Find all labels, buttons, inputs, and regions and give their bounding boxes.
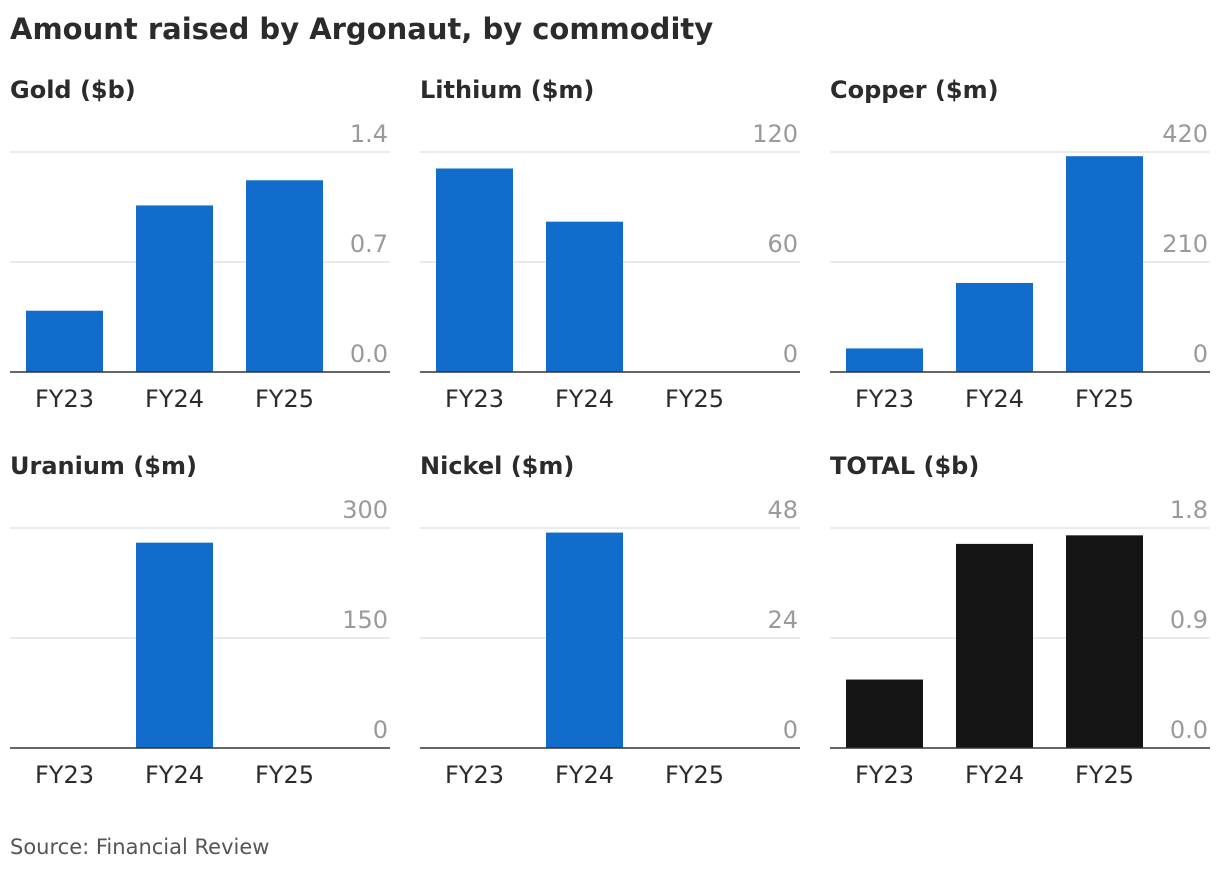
bar-fy25 xyxy=(246,180,323,372)
bar-fy24 xyxy=(546,532,623,748)
y-tick-label: 0.0 xyxy=(1170,716,1208,744)
bar-fy24 xyxy=(956,543,1033,748)
panel-5: Nickel ($m) 0 24 48 FY23 FY24 FY25 xyxy=(420,452,800,789)
panel-2: Lithium ($m) 0 60 120 FY23 FY24 FY25 xyxy=(420,76,800,413)
panel-title: Nickel ($m) xyxy=(420,452,574,480)
x-tick-label: FY24 xyxy=(145,385,204,413)
y-tick-label: 0 xyxy=(783,716,798,744)
panel-1: Gold ($b) 0.0 0.7 1.4 FY23 FY24 FY25 xyxy=(10,76,390,413)
y-tick-label: 300 xyxy=(342,496,388,524)
x-tick-label: FY25 xyxy=(255,761,314,789)
chart-title: Amount raised by Argonaut, by commodity xyxy=(10,12,714,46)
y-tick-label: 0.7 xyxy=(350,230,388,258)
panel-title: Uranium ($m) xyxy=(10,452,197,480)
x-tick-label: FY23 xyxy=(445,385,504,413)
x-tick-label: FY25 xyxy=(665,385,724,413)
y-tick-label: 0 xyxy=(373,716,388,744)
bar-fy25 xyxy=(1066,535,1143,748)
x-tick-label: FY23 xyxy=(35,761,94,789)
y-tick-label: 60 xyxy=(767,230,798,258)
source-note: Source: Financial Review xyxy=(10,835,270,859)
y-tick-label: 120 xyxy=(752,120,798,148)
bar-fy23 xyxy=(26,310,103,372)
y-tick-label: 24 xyxy=(767,606,798,634)
x-tick-label: FY23 xyxy=(445,761,504,789)
x-tick-label: FY23 xyxy=(855,385,914,413)
panel-6: TOTAL ($b) 0.0 0.9 1.8 FY23 FY24 FY25 xyxy=(830,452,1210,789)
panel-title: Lithium ($m) xyxy=(420,76,594,104)
x-tick-label: FY24 xyxy=(965,385,1024,413)
y-tick-label: 1.4 xyxy=(350,120,388,148)
x-tick-label: FY23 xyxy=(35,385,94,413)
x-tick-label: FY24 xyxy=(555,385,614,413)
bar-fy23 xyxy=(846,348,923,372)
bar-fy23 xyxy=(846,679,923,748)
x-tick-label: FY25 xyxy=(665,761,724,789)
panel-4: Uranium ($m) 0 150 300 FY23 FY24 FY25 xyxy=(10,452,390,789)
y-tick-label: 0.9 xyxy=(1170,606,1208,634)
bar-fy24 xyxy=(546,221,623,372)
bar-fy24 xyxy=(136,542,213,748)
y-tick-label: 48 xyxy=(767,496,798,524)
bar-fy24 xyxy=(956,282,1033,372)
panel-title: TOTAL ($b) xyxy=(830,452,979,480)
x-tick-label: FY25 xyxy=(1075,385,1134,413)
y-tick-label: 150 xyxy=(342,606,388,634)
panel-title: Copper ($m) xyxy=(830,76,999,104)
panel-3: Copper ($m) 0 210 420 FY23 FY24 FY25 xyxy=(830,76,1210,413)
x-tick-label: FY24 xyxy=(555,761,614,789)
bar-fy23 xyxy=(436,168,513,372)
x-tick-label: FY24 xyxy=(965,761,1024,789)
bar-fy25 xyxy=(1066,156,1143,372)
y-tick-label: 210 xyxy=(1162,230,1208,258)
y-tick-label: 0 xyxy=(783,340,798,368)
x-tick-label: FY25 xyxy=(1075,761,1134,789)
y-tick-label: 1.8 xyxy=(1170,496,1208,524)
y-tick-label: 0.0 xyxy=(350,340,388,368)
x-tick-label: FY23 xyxy=(855,761,914,789)
y-tick-label: 0 xyxy=(1193,340,1208,368)
y-tick-label: 420 xyxy=(1162,120,1208,148)
x-tick-label: FY25 xyxy=(255,385,314,413)
panel-title: Gold ($b) xyxy=(10,76,136,104)
bar-fy24 xyxy=(136,205,213,372)
x-tick-label: FY24 xyxy=(145,761,204,789)
